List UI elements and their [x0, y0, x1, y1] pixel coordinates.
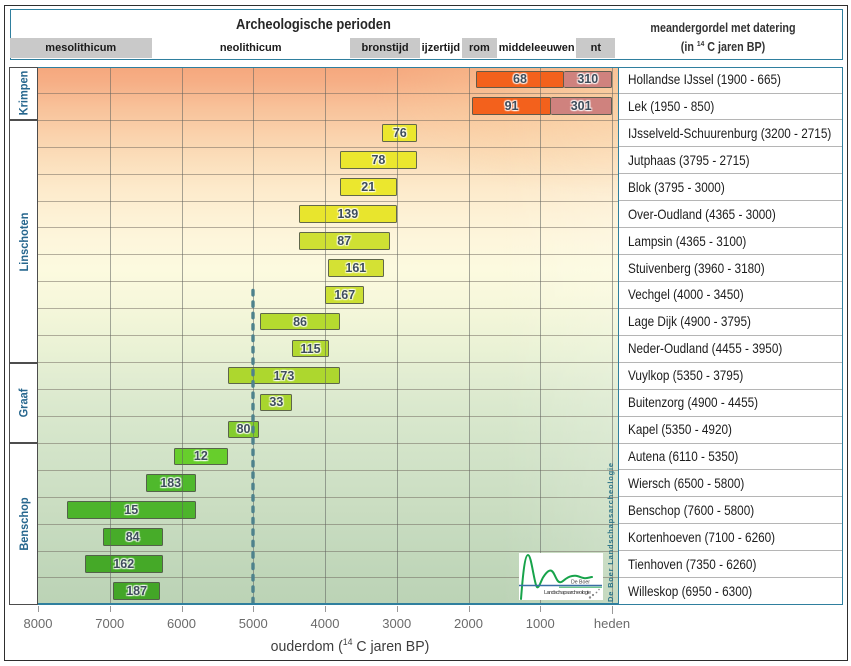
svg-text:De Boer: De Boer: [571, 580, 590, 586]
svg-text:Landschapsarcheologie: Landschapsarcheologie: [544, 590, 591, 596]
